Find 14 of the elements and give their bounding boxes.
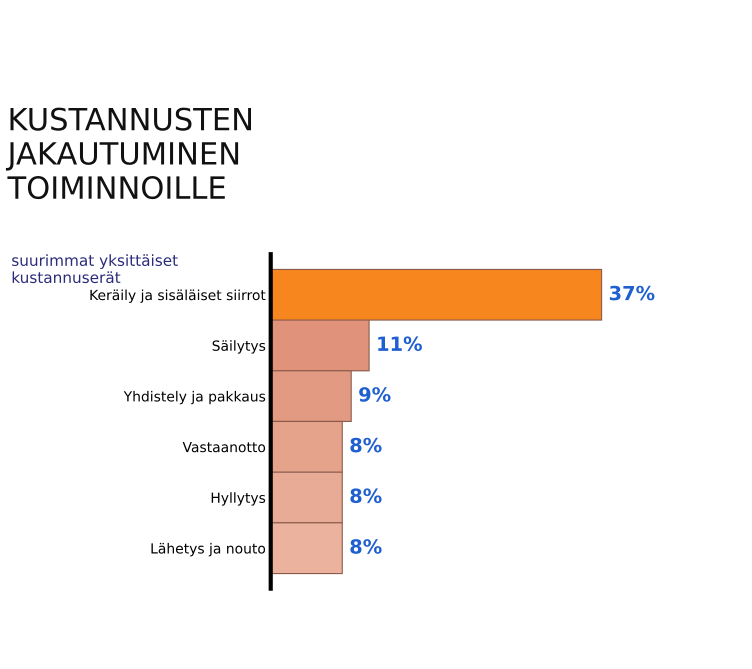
y-tick-label: Säilytys	[212, 340, 266, 354]
data-label: 8%	[350, 488, 382, 504]
data-label: 8%	[350, 539, 382, 554]
chart-title: KUSTANNUSTEN JAKAUTUMINEN TOIMINNOILLE	[6, 108, 252, 200]
y-tick-label: Yhdistely ja pakkaus	[124, 390, 266, 404]
y-tick-label: Lähetys ja nouto	[151, 542, 266, 556]
data-label: 9%	[359, 387, 391, 402]
y-tick-label: Hyllytys	[212, 492, 266, 506]
y-tick-label: Vastaanotto	[182, 442, 266, 452]
text: suurimmat yksittäiset kustannuserät	[12, 254, 178, 284]
data-label: 8%	[350, 438, 382, 452]
y-tick-label: Keräily ja sisäläiset siirrot	[90, 289, 266, 303]
data-label: 37%	[610, 286, 654, 300]
data-label: 11%	[378, 336, 422, 352]
